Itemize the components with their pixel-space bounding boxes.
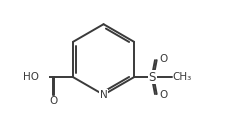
Text: O: O [49, 96, 57, 106]
Text: O: O [159, 90, 167, 100]
Text: CH₃: CH₃ [172, 72, 191, 82]
Text: S: S [148, 71, 155, 84]
Text: O: O [159, 55, 167, 64]
Text: HO: HO [23, 72, 39, 82]
Text: N: N [99, 90, 107, 100]
